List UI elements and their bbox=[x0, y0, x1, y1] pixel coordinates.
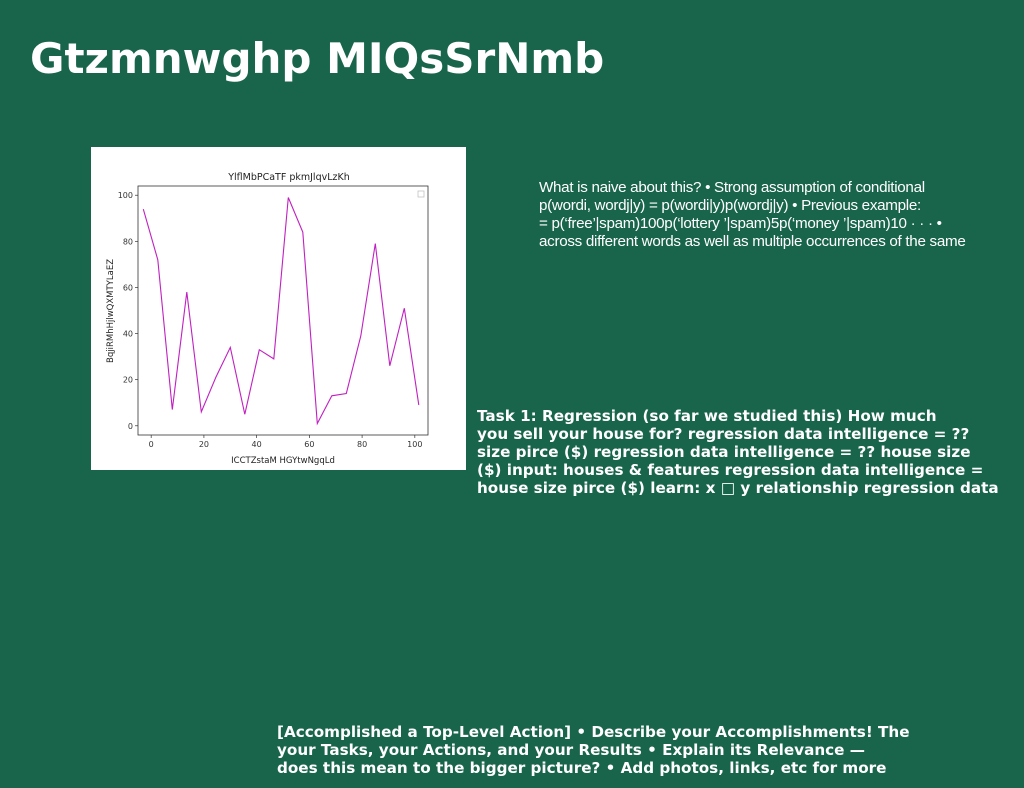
y-tick-label: 0 bbox=[128, 422, 133, 431]
text-line: house size pirce ($) learn: x □ y relati… bbox=[477, 479, 999, 497]
y-tick-label: 80 bbox=[123, 237, 133, 246]
x-tick-label: 100 bbox=[407, 440, 422, 449]
x-axis-label: ICCTZstaM HGYtwNgqLd bbox=[231, 456, 335, 466]
text-line: does this mean to the bigger picture? • … bbox=[277, 759, 887, 777]
x-tick-label: 60 bbox=[304, 440, 314, 449]
x-axis-ticks: 0 20 40 60 80 100 bbox=[149, 435, 422, 449]
accomplishment-text: [Accomplished a Top-Level Action] • Desc… bbox=[277, 723, 977, 777]
chart-svg: YlflMbPCaTF pkmJlqvLzKh 0 20 40 60 80 100 0 20… bbox=[106, 172, 429, 466]
y-tick-label: 60 bbox=[123, 283, 133, 292]
slide-title: Gtzmnwghp MIQsSrNmb bbox=[30, 34, 605, 83]
text-line: [Accomplished a Top-Level Action] • Desc… bbox=[277, 723, 910, 741]
x-tick-label: 80 bbox=[357, 440, 367, 449]
text-line: = p(‘free’|spam)100p(‘lottery ’|spam)5p(… bbox=[539, 215, 942, 232]
y-axis-ticks: 0 20 40 60 80 100 bbox=[118, 191, 138, 431]
text-line: p(wordi, wordj|y) = p(wordi|y)p(wordj|y)… bbox=[539, 197, 921, 214]
y-tick-label: 100 bbox=[118, 191, 133, 200]
chart-title: YlflMbPCaTF pkmJlqvLzKh bbox=[227, 172, 350, 183]
text-line: What is naive about this? • Strong assum… bbox=[539, 179, 925, 196]
y-axis-label: BqjiRMhHjlwQXMTYLaEZ bbox=[106, 259, 116, 363]
x-tick-label: 40 bbox=[252, 440, 262, 449]
text-line: Task 1: Regression (so far we studied th… bbox=[477, 407, 937, 425]
y-tick-label: 40 bbox=[123, 330, 133, 339]
text-line: ($) input: houses & features regression … bbox=[477, 461, 984, 479]
text-line: size pirce ($) regression data intellige… bbox=[477, 443, 971, 461]
x-tick-label: 20 bbox=[199, 440, 209, 449]
plot-frame bbox=[137, 185, 429, 436]
text-line: you sell your house for? regression data… bbox=[477, 425, 970, 443]
regression-task-text: Task 1: Regression (so far we studied th… bbox=[477, 407, 1024, 497]
line-chart: YlflMbPCaTF pkmJlqvLzKh 0 20 40 60 80 100 0 20… bbox=[91, 147, 466, 470]
text-line: across different words as well as multip… bbox=[539, 233, 966, 250]
series-line bbox=[142, 197, 420, 426]
legend-box bbox=[417, 190, 425, 198]
text-line: your Tasks, your Actions, and your Resul… bbox=[277, 741, 865, 759]
y-tick-label: 20 bbox=[123, 376, 133, 385]
x-tick-label: 0 bbox=[149, 440, 154, 449]
naive-bayes-text: What is naive about this? • Strong assum… bbox=[539, 179, 1019, 251]
